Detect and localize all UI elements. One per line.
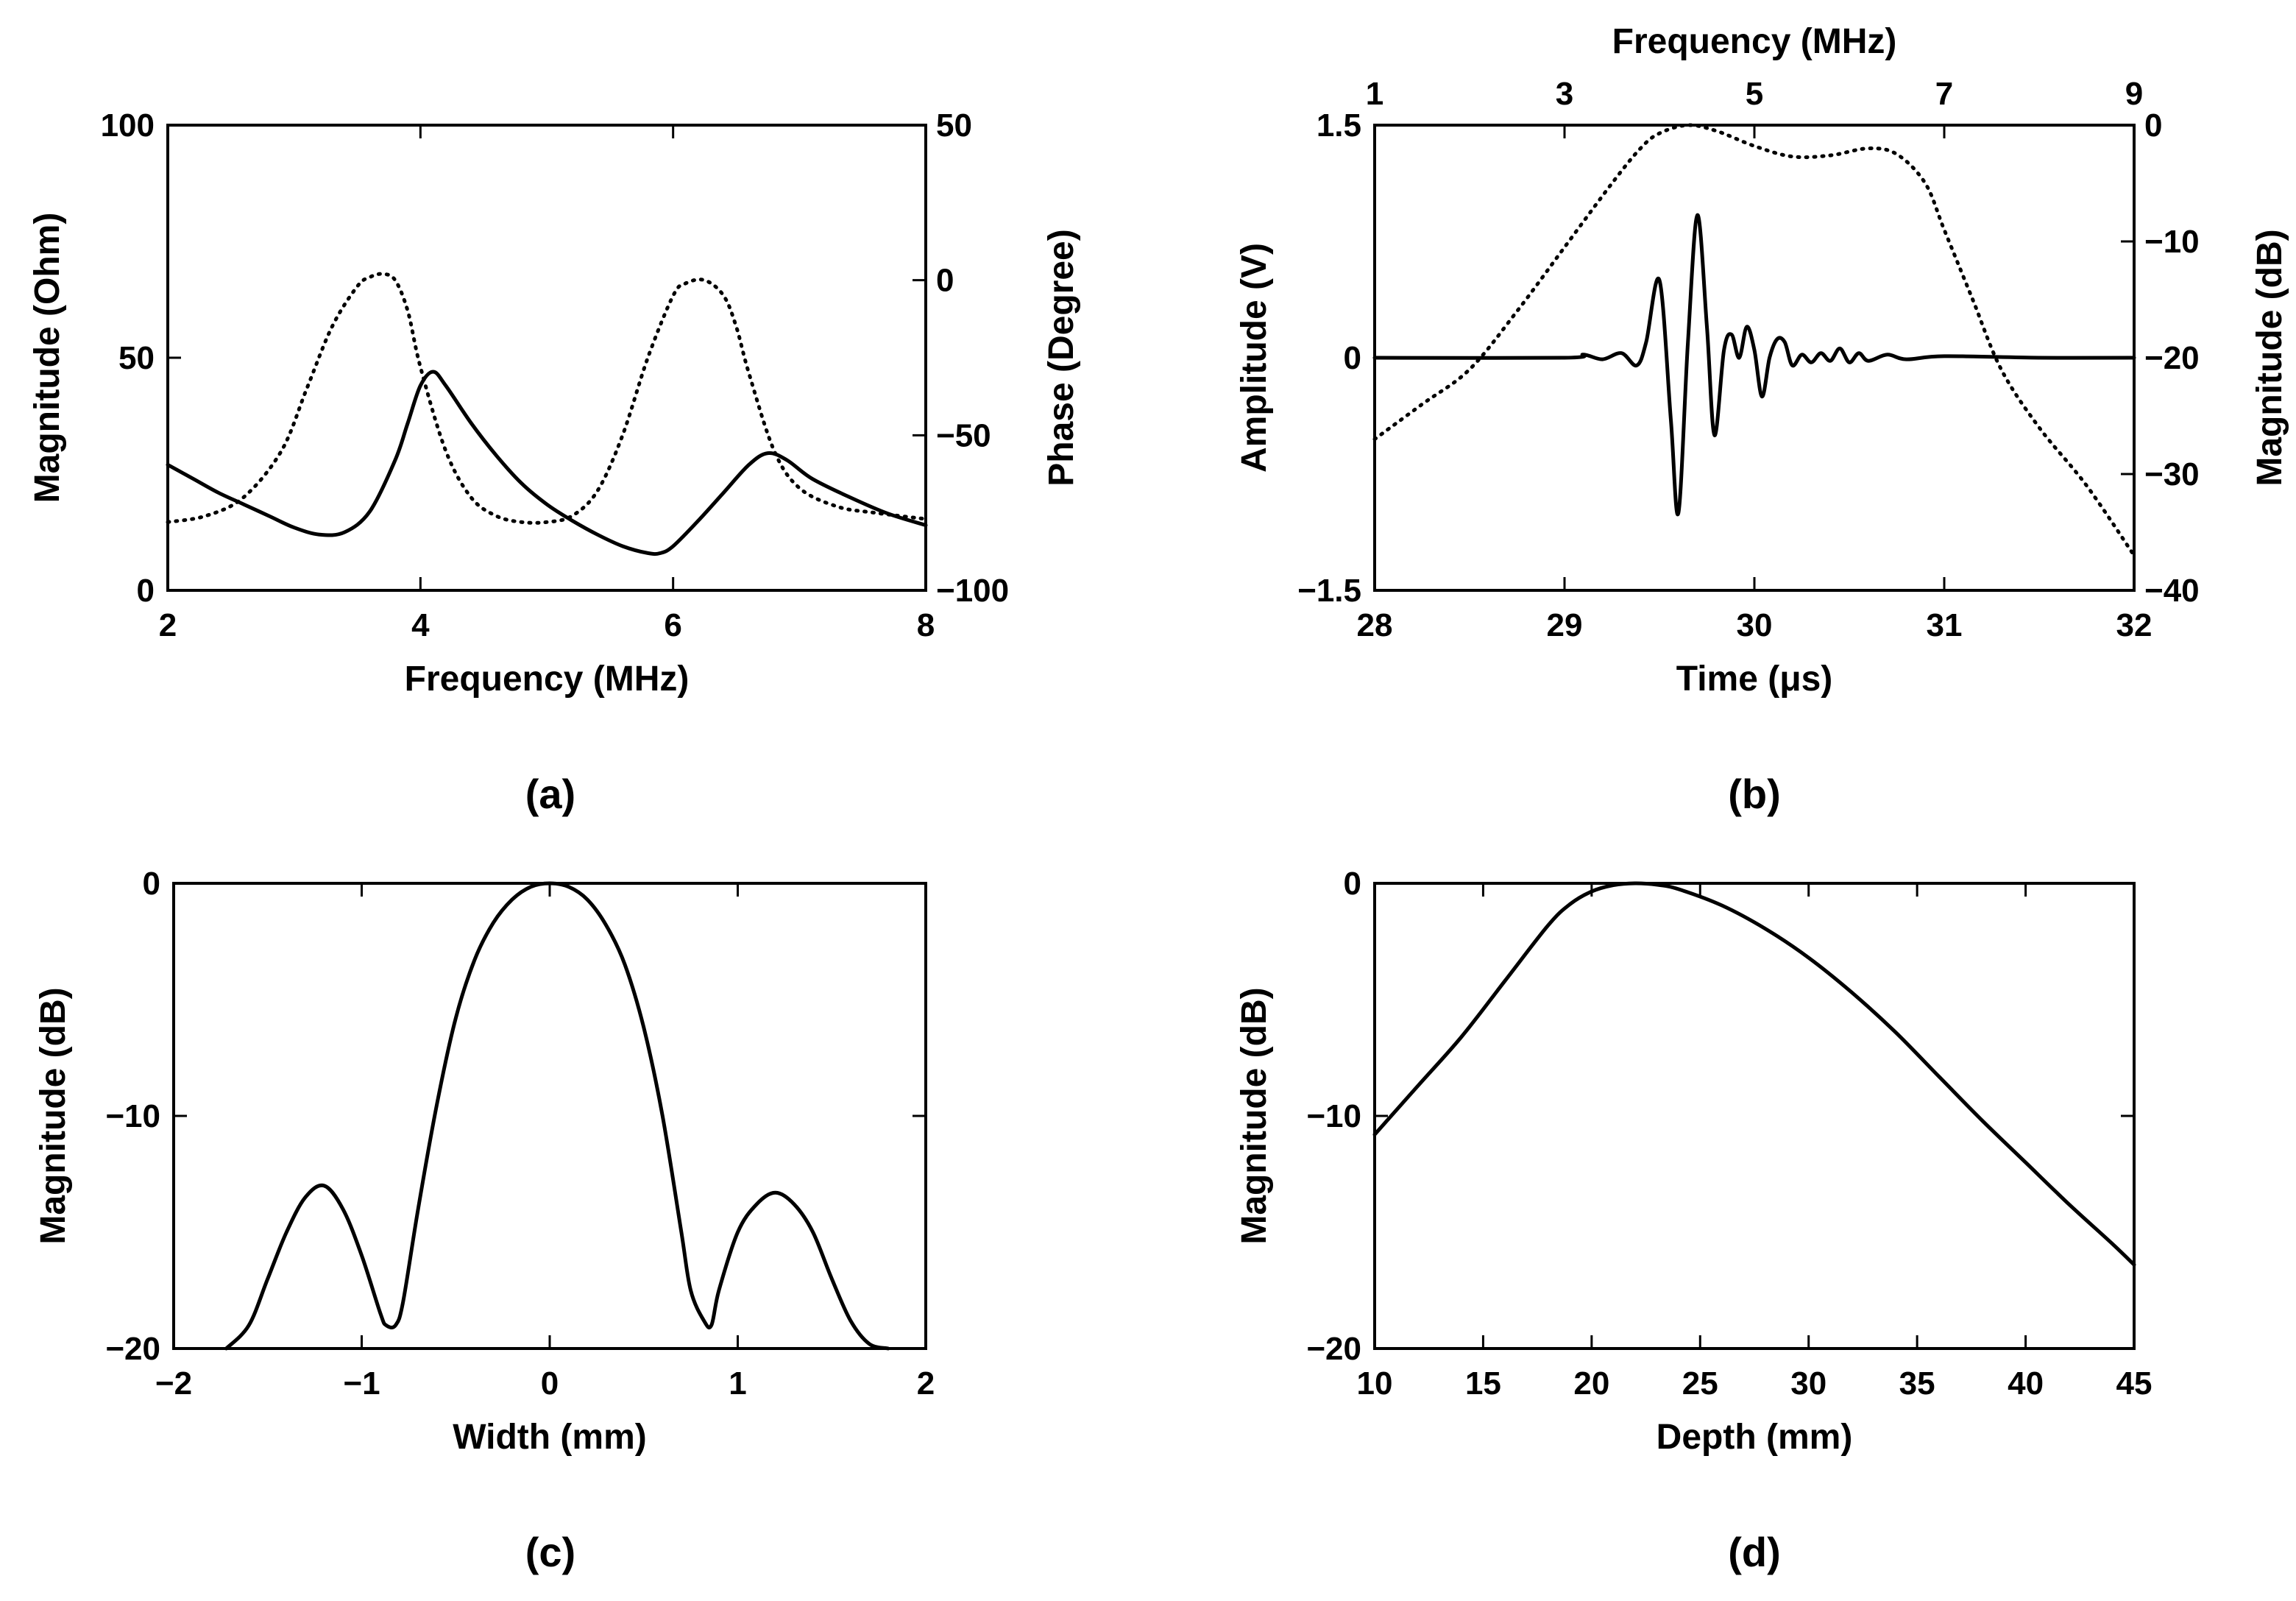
series-line-magnitude (166, 370, 928, 556)
x-tick-label: −1 (343, 1365, 380, 1402)
y-tick-label-right: 50 (936, 107, 972, 144)
y-tick-label: 100 (101, 107, 155, 144)
panel-label: (c) (525, 1529, 575, 1575)
x-axis-title-top: Frequency (MHz) (1612, 22, 1897, 61)
chart-panel-3: 10 15 20 25 30 35 40 45 −20 −10 0 Depth (mm) Magnitu… (1235, 866, 2152, 1575)
y-tick-label: −20 (1306, 1331, 1361, 1367)
x-tick-label: 31 (1927, 607, 1963, 643)
y-tick-label: −10 (105, 1098, 160, 1134)
x-tick-label-top: 7 (1935, 76, 1953, 112)
y-tick-label: 0 (143, 866, 160, 902)
panel-label: (a) (525, 771, 575, 817)
series-line-lateral-beam-profile (224, 881, 890, 1351)
x-tick-label: 35 (1899, 1365, 1935, 1402)
series-line-spectrum (1372, 123, 2136, 558)
x-tick-label-top: 9 (2125, 76, 2143, 112)
y-tick-label: 1.5 (1317, 107, 1361, 144)
y-axis-title: Amplitude (V) (1235, 243, 1274, 473)
x-tick-label: 0 (541, 1365, 559, 1402)
x-axis-title: Depth (mm) (1657, 1418, 1853, 1457)
y-tick-label: −20 (105, 1331, 160, 1367)
y-tick-label: 0 (1344, 340, 1361, 376)
x-tick-label: 4 (411, 607, 430, 643)
x-axis-title: Width (mm) (453, 1418, 647, 1457)
x-tick-label: 40 (2008, 1365, 2044, 1402)
x-tick-label: 25 (1682, 1365, 1718, 1402)
y-axis-title: Magnitude (dB) (34, 987, 73, 1244)
y-axis-title: Magnitude (Ohm) (28, 213, 67, 503)
y-tick-label-right: −30 (2144, 456, 2200, 492)
x-tick-label: 30 (1737, 607, 1773, 643)
series-line-phase (166, 272, 928, 525)
x-tick-label: 29 (1547, 607, 1583, 643)
x-axis-title: Frequency (MHz) (405, 660, 690, 699)
y-tick-label-right: 0 (936, 263, 954, 299)
y-axis-title: Magnitude (dB) (1235, 987, 1274, 1244)
x-tick-label-top: 5 (1746, 76, 1763, 112)
y-axis-title-right: Phase (Degree) (1042, 229, 1081, 486)
y-tick-label-right: −50 (936, 417, 991, 453)
series-line-pulse-echo (1372, 213, 2136, 517)
x-tick-label: 2 (917, 1365, 935, 1402)
x-tick-label: 10 (1357, 1365, 1393, 1402)
x-tick-label: 45 (2116, 1365, 2152, 1402)
y-tick-label: −10 (1306, 1098, 1361, 1134)
y-tick-label-right: −10 (2144, 224, 2200, 260)
x-axis-title: Time (μs) (1676, 660, 1833, 699)
x-tick-label: 15 (1465, 1365, 1501, 1402)
y-tick-label: 0 (1344, 866, 1361, 902)
y-tick-label-right: −20 (2144, 340, 2200, 376)
x-tick-label: 30 (1790, 1365, 1826, 1402)
series-line-axial-beam-profile (1372, 881, 2136, 1267)
x-tick-label: 6 (664, 607, 681, 643)
y-tick-label-right: −40 (2144, 573, 2200, 609)
plot-frame (1373, 882, 2136, 1350)
y-tick-label: 0 (137, 573, 155, 609)
x-tick-label: 8 (917, 607, 935, 643)
x-tick-label: 2 (159, 607, 177, 643)
panel-label: (d) (1728, 1529, 1781, 1575)
y-tick-label-right: 0 (2144, 107, 2162, 144)
x-tick-label: 20 (1573, 1365, 1609, 1402)
chart-panel-0: 2 4 6 8 0 50 100 −100 −50 0 50 Phase (Degree) Freque… (28, 107, 1081, 817)
x-tick-label: 32 (2116, 607, 2152, 643)
x-tick-label: 28 (1357, 607, 1393, 643)
panel-label: (b) (1728, 771, 1781, 817)
chart-panel-1: 28 29 30 31 32 1 3 5 7 9 Frequency (MHz) −1.5 0 1.5 −4… (1235, 22, 2289, 817)
x-tick-label-top: 1 (1366, 76, 1383, 112)
y-axis-title-right: Magnitude (dB) (2250, 229, 2289, 486)
y-tick-label: 50 (118, 340, 155, 376)
y-tick-label-right: −100 (936, 573, 1009, 609)
plot-frame (172, 882, 927, 1350)
x-tick-label: −2 (155, 1365, 192, 1402)
x-tick-label: 1 (729, 1365, 746, 1402)
y-tick-label: −1.5 (1297, 573, 1361, 609)
x-tick-label-top: 3 (1556, 76, 1573, 112)
